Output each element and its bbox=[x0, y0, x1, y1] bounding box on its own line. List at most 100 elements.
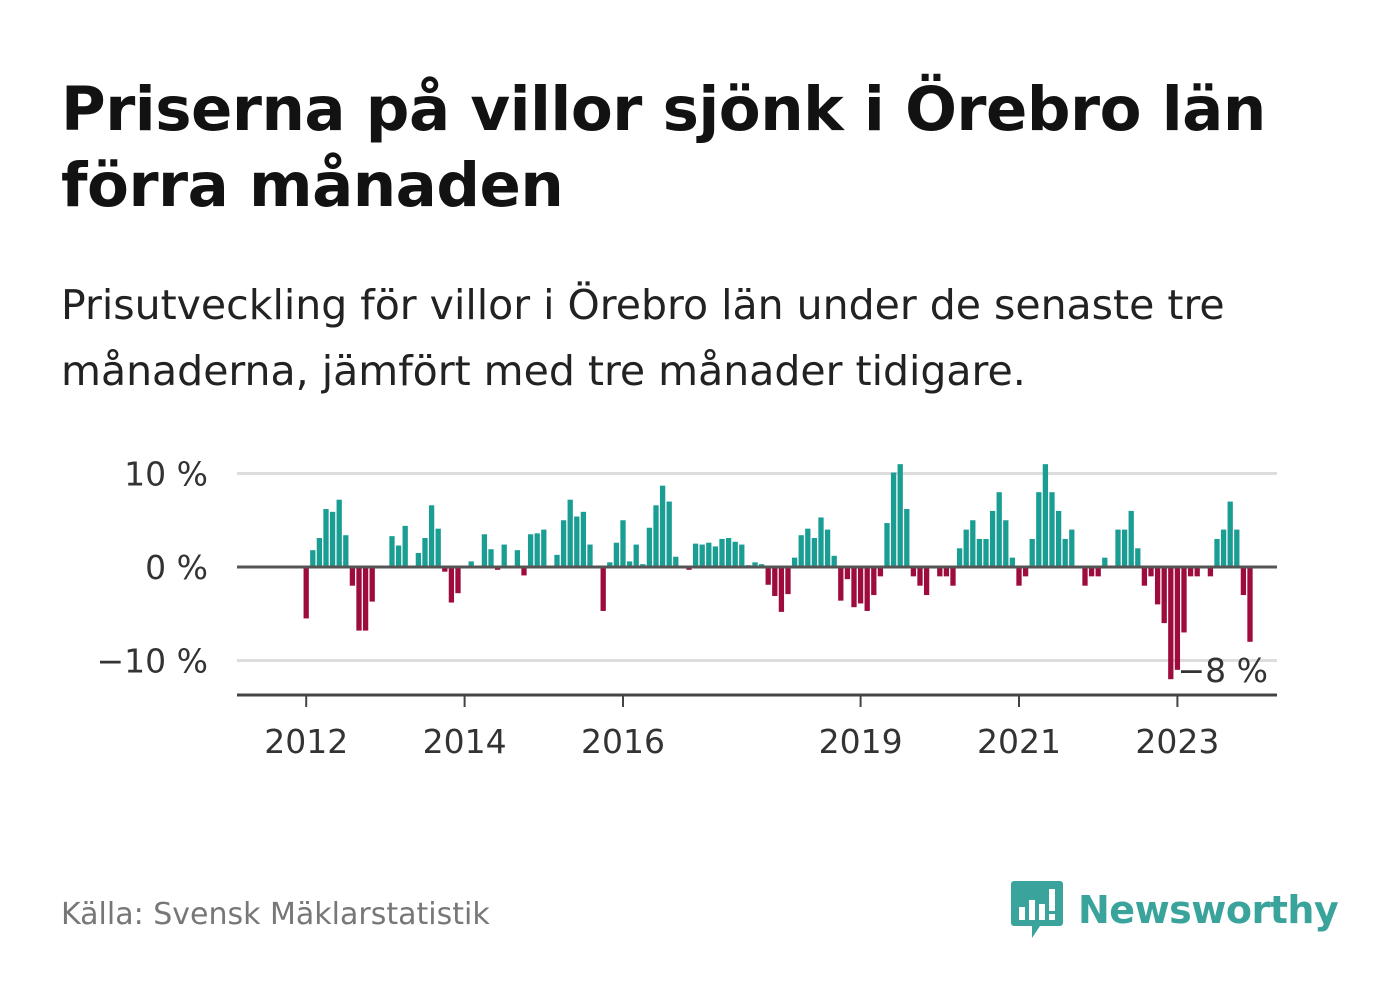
bar-chart-logo-icon bbox=[1011, 881, 1063, 938]
end-value-label: −8 % bbox=[1178, 651, 1269, 690]
bar bbox=[560, 520, 567, 567]
bar bbox=[1227, 501, 1233, 567]
bar bbox=[646, 527, 653, 567]
bar bbox=[455, 567, 461, 594]
bar bbox=[798, 535, 804, 567]
bar bbox=[824, 529, 831, 567]
bar bbox=[1102, 557, 1108, 567]
bar bbox=[765, 567, 771, 585]
bar bbox=[1168, 567, 1174, 680]
bar bbox=[884, 523, 890, 567]
bar bbox=[917, 567, 923, 586]
bar bbox=[739, 544, 745, 567]
bar bbox=[923, 567, 930, 596]
bar bbox=[857, 567, 864, 604]
bar bbox=[442, 567, 448, 572]
y-tick-label: −10 % bbox=[97, 642, 209, 681]
x-tick-label: 2021 bbox=[977, 722, 1061, 761]
bar bbox=[706, 542, 712, 567]
chart-title: Priserna på villor sjönk i Örebro län fö… bbox=[61, 74, 1266, 221]
bar bbox=[725, 538, 732, 567]
bar bbox=[587, 544, 593, 567]
x-tick-label: 2014 bbox=[423, 722, 507, 761]
bar bbox=[890, 472, 897, 567]
bar bbox=[989, 510, 996, 567]
bar bbox=[574, 516, 580, 567]
bar bbox=[1194, 567, 1200, 577]
bar bbox=[1121, 529, 1128, 567]
bar bbox=[369, 567, 375, 602]
bar bbox=[1009, 557, 1016, 567]
bar bbox=[970, 520, 976, 567]
bar bbox=[541, 529, 547, 567]
bar bbox=[534, 533, 540, 567]
bar bbox=[864, 567, 870, 611]
bar bbox=[1049, 492, 1055, 567]
bar bbox=[356, 567, 362, 631]
bar bbox=[389, 536, 395, 567]
bar bbox=[481, 534, 488, 567]
bar bbox=[488, 549, 494, 567]
bar bbox=[567, 499, 573, 567]
bar bbox=[514, 550, 521, 567]
bar bbox=[719, 538, 725, 567]
bar bbox=[791, 557, 798, 567]
bar bbox=[1135, 548, 1141, 567]
chart-subtitle: Prisutveckling för villor i Örebro län u… bbox=[61, 281, 1225, 395]
bar bbox=[897, 464, 903, 567]
bar bbox=[1154, 567, 1161, 605]
x-tick-label: 2012 bbox=[264, 722, 348, 761]
bar bbox=[732, 541, 738, 567]
bar bbox=[778, 567, 785, 612]
bar bbox=[620, 520, 626, 567]
bar bbox=[877, 567, 884, 577]
bar bbox=[1003, 520, 1009, 567]
bar bbox=[871, 567, 877, 596]
bar bbox=[448, 567, 455, 603]
bar bbox=[415, 552, 422, 567]
bar bbox=[303, 567, 309, 619]
bar bbox=[976, 538, 983, 567]
source-note: Källa: Svensk Mäklarstatistik bbox=[61, 897, 490, 932]
bar bbox=[950, 567, 956, 586]
bar bbox=[772, 567, 778, 596]
bar bbox=[838, 567, 844, 601]
bar bbox=[1214, 538, 1220, 567]
bar bbox=[501, 544, 507, 567]
bar bbox=[673, 556, 679, 567]
bar bbox=[395, 545, 402, 567]
bar bbox=[435, 528, 441, 567]
bar bbox=[1220, 529, 1227, 567]
bar bbox=[818, 517, 824, 567]
bar bbox=[692, 543, 699, 567]
bar bbox=[811, 538, 818, 567]
bar bbox=[1055, 510, 1062, 567]
y-tick-label: 10 % bbox=[124, 455, 208, 494]
x-axis-ticks: 2012 2014 2016 2019 2021 2023 bbox=[264, 695, 1219, 761]
bar bbox=[580, 511, 587, 567]
bar bbox=[1036, 492, 1042, 567]
bar bbox=[626, 561, 633, 567]
bar bbox=[937, 567, 943, 577]
bar-chart: 10 % 0 % −10 % 2012 2014 2016 2019 2021 2023 −8… bbox=[97, 455, 1277, 761]
bar bbox=[712, 546, 719, 567]
bar bbox=[956, 548, 963, 567]
bar bbox=[1042, 464, 1049, 567]
bar bbox=[1161, 567, 1167, 624]
bar bbox=[1062, 538, 1068, 567]
bar bbox=[1247, 567, 1253, 642]
y-axis-labels: 10 % 0 % −10 % bbox=[97, 455, 209, 681]
bar bbox=[527, 534, 534, 567]
bar bbox=[362, 567, 369, 631]
bar bbox=[904, 509, 910, 567]
bar bbox=[666, 501, 672, 567]
bar bbox=[316, 538, 323, 567]
bar bbox=[996, 492, 1002, 567]
bar bbox=[1181, 567, 1187, 633]
bar bbox=[653, 505, 659, 567]
bar bbox=[633, 544, 639, 567]
bar bbox=[310, 550, 316, 567]
bar bbox=[752, 562, 758, 567]
bar bbox=[422, 538, 428, 567]
x-tick-label: 2019 bbox=[819, 722, 903, 761]
